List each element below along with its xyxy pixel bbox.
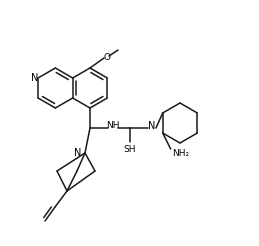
Text: O: O — [104, 52, 111, 62]
Text: N: N — [74, 148, 82, 158]
Text: NH₂: NH₂ — [172, 149, 189, 157]
Text: N: N — [148, 121, 156, 131]
Text: N: N — [31, 73, 39, 83]
Text: SH: SH — [124, 145, 136, 154]
Text: NH: NH — [106, 122, 120, 130]
